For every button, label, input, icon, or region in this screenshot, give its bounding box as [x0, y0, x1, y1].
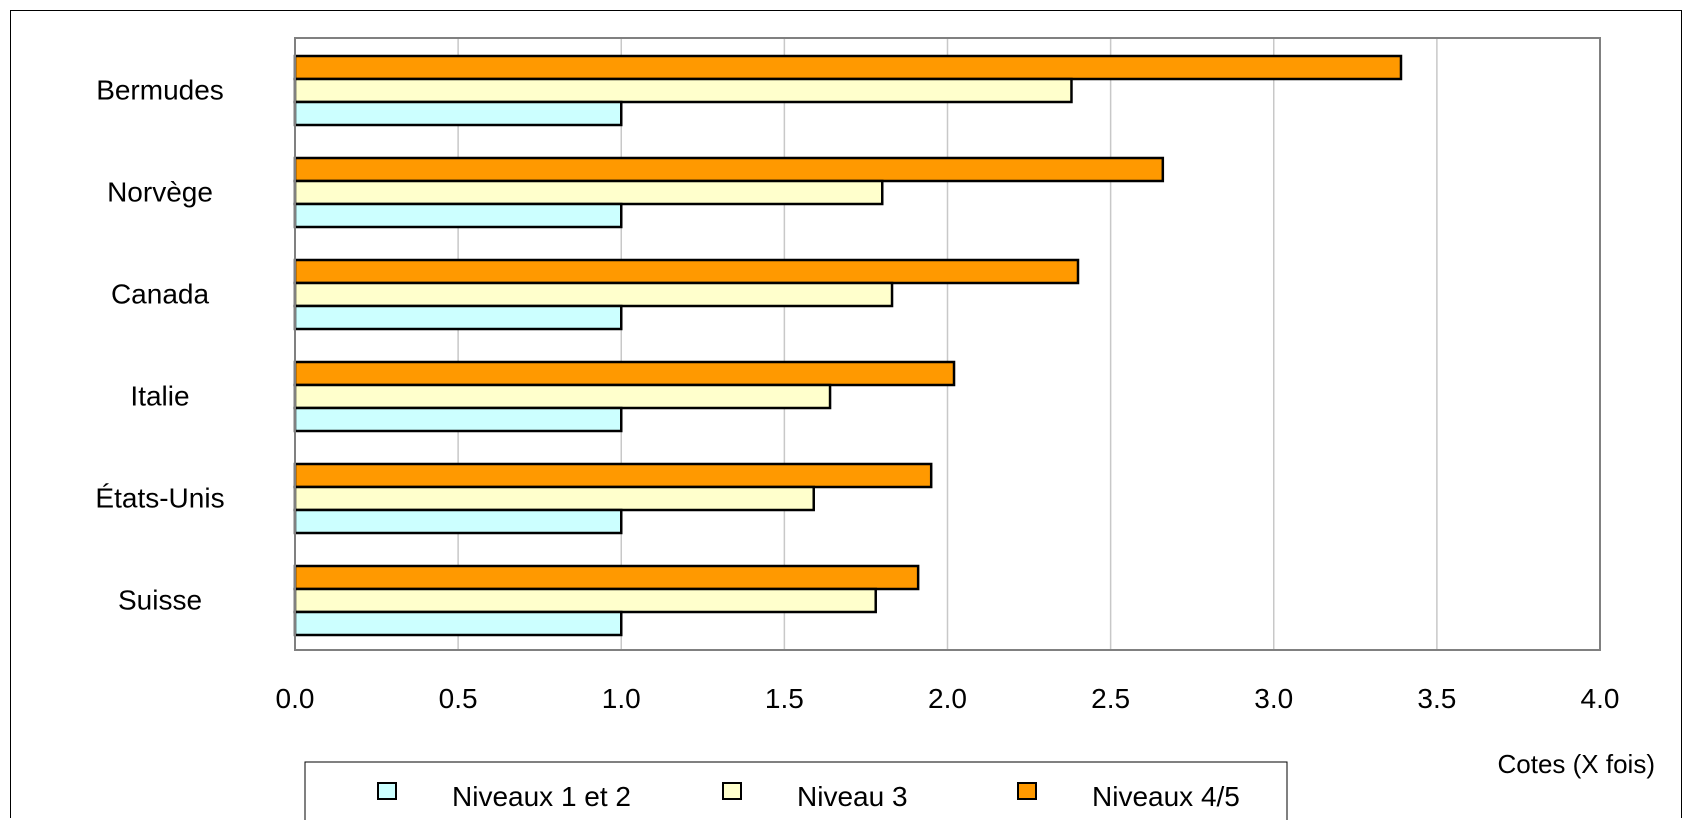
x-tick-labels: 0.0 0.5 1.0 1.5 2.0 2.5 3.0 3.5 4.0	[276, 683, 1620, 714]
bar	[293, 304, 623, 331]
chart-frame	[10, 10, 1682, 818]
x-tick-label: 2.0	[928, 683, 967, 714]
gridlines	[457, 38, 1438, 650]
category-label: Canada	[111, 279, 210, 310]
legend-label: Niveaux 4/5	[1092, 781, 1240, 812]
bar	[293, 54, 1403, 81]
bars	[293, 54, 1403, 637]
legend-swatch	[722, 782, 742, 800]
x-axis-title: Cotes (X fois)	[1498, 749, 1656, 779]
bar	[293, 587, 877, 614]
x-tick-label: 1.0	[602, 683, 641, 714]
bar	[293, 77, 1073, 104]
x-tick-label: 1.5	[765, 683, 804, 714]
legend-label: Niveau 3	[797, 781, 908, 812]
category-labels: Bermudes Norvège Canada Italie États-Unis Sui…	[95, 75, 224, 616]
category-label: Bermudes	[96, 75, 224, 106]
x-tick-label: 0.0	[276, 683, 315, 714]
legend-swatch	[1017, 782, 1037, 800]
bar	[293, 508, 623, 535]
bar	[293, 258, 1080, 285]
bar	[293, 462, 933, 489]
legend: Niveaux 1 et 2 Niveau 3 Niveaux 4/5	[304, 761, 1288, 820]
legend-swatch	[377, 782, 397, 800]
x-tick-label: 4.0	[1581, 683, 1620, 714]
bar	[293, 202, 623, 229]
bar	[293, 360, 956, 387]
legend-label: Niveaux 1 et 2	[452, 781, 631, 812]
plot-area-border	[294, 37, 1601, 651]
bar	[293, 406, 623, 433]
category-label: Italie	[130, 381, 189, 412]
bar	[293, 610, 623, 637]
bar	[293, 156, 1165, 183]
category-label: Suisse	[118, 585, 202, 616]
bar	[293, 100, 623, 127]
legend-box	[304, 761, 1288, 820]
x-tick-label: 2.5	[1091, 683, 1130, 714]
category-label: Norvège	[107, 177, 213, 208]
bar	[293, 564, 920, 591]
x-tick-label: 3.5	[1417, 683, 1456, 714]
bar	[293, 485, 815, 512]
category-label: États-Unis	[95, 483, 224, 514]
x-tick-label: 3.0	[1254, 683, 1293, 714]
bar	[293, 179, 884, 206]
x-tick-label: 0.5	[439, 683, 478, 714]
bar	[293, 281, 894, 308]
bar	[293, 383, 832, 410]
